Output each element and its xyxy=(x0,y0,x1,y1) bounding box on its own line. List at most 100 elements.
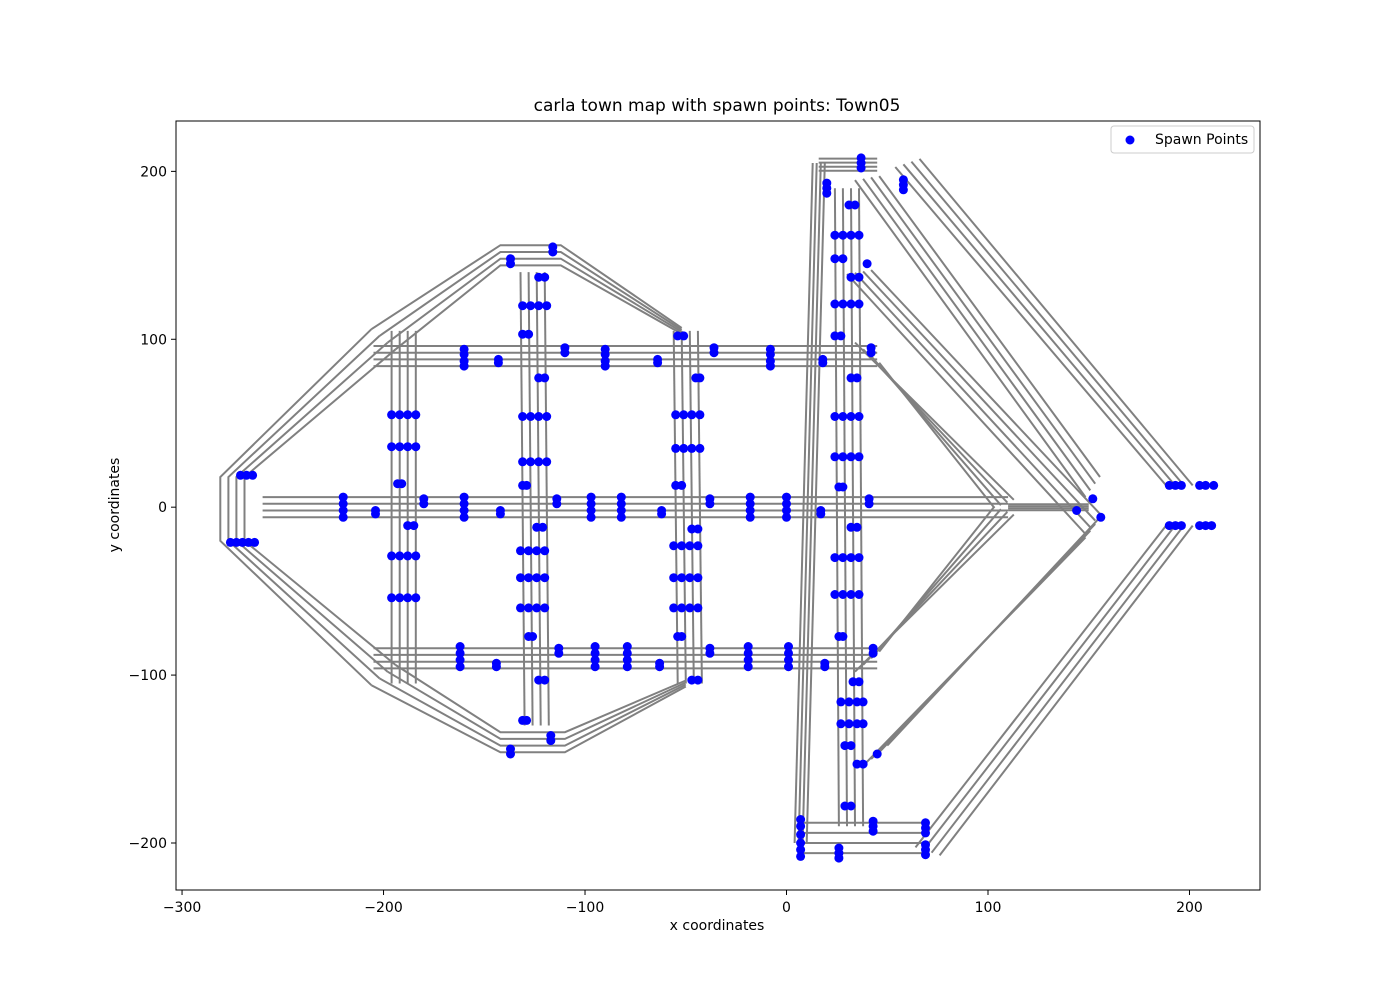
spawn-point-111 xyxy=(387,442,397,452)
road-lane-west-0 xyxy=(243,348,397,666)
spawn-point-239 xyxy=(830,590,840,599)
spawn-point-142 xyxy=(540,546,550,556)
road-lane-spur-2 xyxy=(801,162,822,844)
spawn-point-216 xyxy=(838,299,848,309)
spawn-point-76 xyxy=(455,655,465,665)
spawn-point-39 xyxy=(745,512,755,522)
chart-title: carla town map with spawn points: Town05 xyxy=(534,96,901,116)
spawn-point-98 xyxy=(743,642,753,651)
spawn-point-131 xyxy=(518,457,528,467)
spawn-point-96 xyxy=(743,655,753,665)
plot-frame xyxy=(175,120,1261,891)
road-lane-v-c-1 xyxy=(680,330,687,684)
spawn-point-7 xyxy=(250,537,260,547)
spawn-point-191 xyxy=(669,573,679,583)
spawn-point-164 xyxy=(542,301,552,311)
spawn-point-70 xyxy=(765,361,775,371)
spawn-point-207 xyxy=(830,230,840,240)
spawn-point-242 xyxy=(854,590,864,599)
spawn-point-270 xyxy=(898,185,908,195)
spawn-point-186 xyxy=(693,524,703,534)
spawn-point-143 xyxy=(516,573,525,583)
spawn-point-147 xyxy=(516,603,525,613)
road-lane-diag-ne2-2 xyxy=(862,270,1096,522)
spawn-point-272 xyxy=(850,200,860,210)
spawn-point-116 xyxy=(397,479,407,489)
road-lane-far-ne-2 xyxy=(910,160,1185,487)
spawn-point-228 xyxy=(838,452,848,462)
spawn-point-45 xyxy=(816,509,826,519)
spawn-point-77 xyxy=(455,662,465,672)
spawn-point-224 xyxy=(838,412,848,421)
spawn-point-62 xyxy=(600,361,610,371)
spawn-point-248 xyxy=(844,697,854,707)
spawn-point-187 xyxy=(669,541,679,551)
spawn-point-184 xyxy=(677,480,687,490)
spawn-point-94 xyxy=(705,643,715,653)
x-tick-label: 100 xyxy=(975,900,1002,916)
legend-box xyxy=(1110,125,1255,154)
spawn-point-178 xyxy=(695,410,705,420)
road-lane-south-arc-2 xyxy=(379,677,687,747)
spawn-point-8 xyxy=(338,499,348,509)
spawn-point-160 xyxy=(546,736,556,746)
spawn-point-23 xyxy=(552,494,562,504)
road-lane-spur-3 xyxy=(805,162,826,844)
spawn-point-89 xyxy=(622,662,632,672)
road-lane-diag-ne2-0 xyxy=(846,273,1087,535)
spawn-point-49 xyxy=(1088,494,1098,504)
spawn-point-50 xyxy=(1096,512,1106,522)
spawn-point-227 xyxy=(830,452,840,462)
spawn-point-124 xyxy=(395,593,405,603)
spawn-point-92 xyxy=(655,662,665,672)
spawn-points-series xyxy=(225,153,1219,863)
spawn-point-279 xyxy=(796,851,806,861)
spawn-point-200 xyxy=(677,632,687,641)
road-lane-far-se-0 xyxy=(914,524,1167,849)
spawn-point-78 xyxy=(455,642,465,651)
road-lane-diag-ne2-3 xyxy=(870,269,1101,515)
spawn-point-43 xyxy=(782,512,791,522)
spawn-point-181 xyxy=(687,443,697,453)
spawn-point-134 xyxy=(542,457,552,467)
road-lane-v-c-3 xyxy=(696,330,703,684)
road-lane-arrow-top-3 xyxy=(854,341,1015,501)
spawn-point-232 xyxy=(838,482,848,492)
spawn-point-113 xyxy=(403,442,413,452)
spawn-point-179 xyxy=(671,443,681,453)
spawn-point-36 xyxy=(745,499,755,509)
spawn-point-74 xyxy=(866,343,876,353)
spawn-point-189 xyxy=(685,541,695,551)
spawn-point-175 xyxy=(671,410,681,420)
road-lane-spur-1 xyxy=(797,162,818,844)
legend: Spawn Points xyxy=(1110,125,1255,154)
spawn-point-177 xyxy=(687,410,697,420)
spawn-point-136 xyxy=(522,480,532,490)
spawn-point-72 xyxy=(818,354,828,364)
spawn-point-202 xyxy=(693,675,703,685)
spawn-point-25 xyxy=(586,492,596,502)
road-lane-spur-0 xyxy=(793,162,814,844)
spawn-point-101 xyxy=(784,662,793,672)
spawn-point-211 xyxy=(830,254,840,264)
spawn-point-288 xyxy=(921,828,930,838)
road-lane-west-2 xyxy=(227,335,381,680)
spawn-point-195 xyxy=(669,603,679,613)
spawn-point-215 xyxy=(830,299,840,309)
spawn-point-112 xyxy=(395,442,405,452)
road-lane-v-d-2 xyxy=(850,188,856,827)
spawn-point-210 xyxy=(854,230,864,240)
spawn-point-75 xyxy=(455,648,465,658)
spawn-point-80 xyxy=(491,662,501,672)
spawn-point-261 xyxy=(872,749,882,759)
spawn-point-54 xyxy=(459,361,469,371)
road-lane-far-ne-1 xyxy=(902,163,1176,487)
spawn-point-132 xyxy=(526,457,536,467)
spawn-point-170 xyxy=(540,373,550,383)
spawn-point-161 xyxy=(518,301,528,311)
spawn-point-149 xyxy=(532,603,542,613)
spawn-point-118 xyxy=(409,521,419,531)
spawn-point-127 xyxy=(518,412,528,421)
spawn-point-174 xyxy=(548,247,558,257)
